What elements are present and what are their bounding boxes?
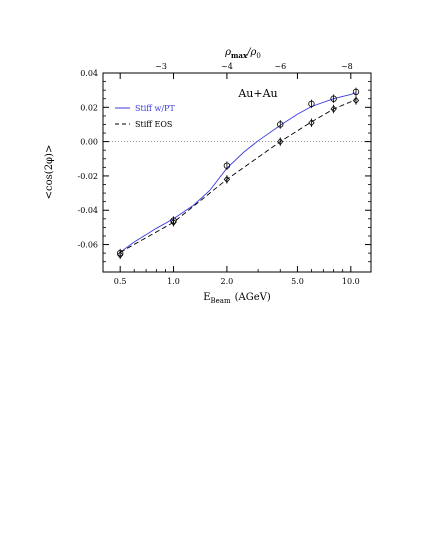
data-point-diamond: [223, 175, 231, 183]
y-tick-label: 0.04: [80, 69, 98, 78]
top-axis-title-rest: /ρ: [246, 47, 256, 58]
series-line: [119, 92, 357, 253]
y-tick-label: -0.04: [77, 206, 98, 215]
data-point-diamond: [308, 119, 315, 127]
top-axis-title: ρmax/ρ0: [224, 47, 261, 60]
top-tick-label: ~4: [221, 62, 233, 71]
y-tick-label: 0.00: [80, 138, 98, 147]
plot-title: Au+Au: [237, 87, 277, 100]
x-tick-label: 2.0: [221, 277, 234, 286]
data-point-diamond: [117, 251, 124, 259]
data-point-diamond: [170, 218, 177, 226]
legend: Stiff w/PT Stiff EOS: [115, 104, 175, 129]
x-tick-label: 5.0: [291, 277, 304, 286]
legend-label-stiff-eos: Stiff EOS: [135, 120, 172, 129]
y-axis-title: <cos(2φ)>: [44, 145, 55, 200]
data-point-circle: [277, 121, 284, 128]
x-axis-ticks: 0.5 1.0 2.0 5.0 10.0: [102, 73, 360, 286]
x-axis-title-sub: Beam: [211, 297, 231, 305]
top-tick-label: ~3: [155, 62, 167, 71]
top-axis-title-sub: max: [231, 51, 248, 60]
top-tick-label: ~8: [341, 62, 353, 71]
plot-frame: [102, 72, 372, 273]
top-tick-label: ~6: [274, 62, 286, 71]
series-layer: [116, 87, 360, 260]
x-axis-title: EBeam (AGeV): [203, 292, 271, 305]
top-axis-title-main: ρ: [224, 47, 231, 58]
y-tick-label: -0.02: [77, 172, 98, 181]
top-axis-ticks: ~3 ~4 ~6 ~8: [155, 62, 353, 71]
y-tick-label: -0.06: [77, 241, 98, 250]
data-point-circle: [308, 100, 315, 108]
data-point-circle: [352, 88, 360, 96]
x-axis-title-unit: (AGeV): [235, 292, 271, 303]
y-tick-label: 0.02: [80, 103, 98, 112]
data-point-circle: [223, 162, 231, 169]
data-point-diamond: [330, 105, 337, 113]
x-tick-label: 10.0: [342, 277, 360, 286]
x-tick-label: 1.0: [167, 277, 180, 286]
data-point-circle: [330, 95, 337, 102]
top-axis-title-sub2: 0: [256, 52, 260, 60]
x-tick-label: 0.5: [114, 277, 127, 286]
legend-label-stiff-pt: Stiff w/PT: [135, 104, 175, 113]
data-point-diamond: [352, 96, 360, 105]
data-point-diamond: [277, 138, 284, 146]
x-axis-title-main: E: [203, 292, 210, 303]
y-axis-ticks: -0.06 -0.04 -0.02 0.00 0.02 0.04: [77, 69, 371, 263]
